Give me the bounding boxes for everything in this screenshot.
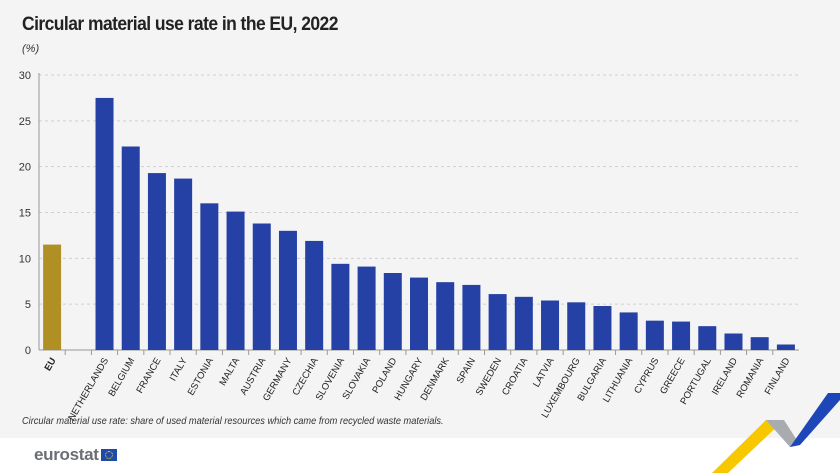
bar-denmark xyxy=(436,282,455,350)
bar-spain xyxy=(462,284,481,350)
x-tick-label: EU xyxy=(43,356,59,373)
bar-italy xyxy=(174,178,193,350)
x-tick-label: NETHERLANDS xyxy=(66,356,111,423)
bar-germany xyxy=(278,230,297,350)
eu-chevron-decoration xyxy=(712,393,840,473)
bar-poland xyxy=(383,273,402,350)
x-tick-label: POLAND xyxy=(370,356,399,395)
bar-estonia xyxy=(200,203,219,350)
eu-flag-icon xyxy=(100,449,117,461)
eurostat-logo: eurostat xyxy=(34,445,117,465)
bar-netherlands xyxy=(95,97,114,351)
bar-malta xyxy=(226,211,245,350)
bar-latvia xyxy=(541,300,560,350)
bar-czechia xyxy=(305,240,324,350)
y-tick-label: 10 xyxy=(19,253,31,265)
y-tick-label: 20 xyxy=(19,162,31,174)
x-tick-label: CYPRUS xyxy=(632,356,661,396)
bar-sweden xyxy=(488,294,507,350)
x-tick-label: SPAIN xyxy=(455,356,478,386)
y-tick-label: 15 xyxy=(19,208,31,220)
bar-ireland xyxy=(724,333,743,350)
bar-romania xyxy=(750,337,769,350)
x-tick-label: FINLAND xyxy=(763,356,793,397)
x-tick-label: GREECE xyxy=(658,356,688,396)
footnote: Circular material use rate: share of use… xyxy=(22,415,444,427)
bar-austria xyxy=(252,223,271,350)
y-tick-label: 0 xyxy=(25,345,31,357)
x-tick-label: ITALY xyxy=(168,355,190,383)
bar-lithuania xyxy=(619,312,638,350)
x-tick-label: FRANCE xyxy=(134,356,163,395)
bar-portugal xyxy=(698,326,717,350)
x-tick-label: BELGIUM xyxy=(106,356,137,399)
chart-title: Circular material use rate in the EU, 20… xyxy=(22,14,338,35)
bar-slovakia xyxy=(357,266,376,350)
y-tick-label: 25 xyxy=(19,116,31,128)
bar-cyprus xyxy=(645,320,664,350)
bar-france xyxy=(147,173,166,350)
x-tick-label: LATVIA xyxy=(531,355,557,389)
bar-slovenia xyxy=(331,263,350,350)
bar-greece xyxy=(672,321,691,350)
logo-text: eurostat xyxy=(34,445,99,464)
bar-eu xyxy=(43,244,62,350)
bar-finland xyxy=(776,344,795,350)
bar-luxembourg xyxy=(567,302,586,350)
y-tick-label: 30 xyxy=(19,70,31,82)
x-tick-label: ESTONIA xyxy=(186,355,217,397)
bar-belgium xyxy=(121,146,140,350)
y-tick-label: 5 xyxy=(25,299,31,311)
chart-panel xyxy=(0,0,840,438)
x-tick-label: CROATIA xyxy=(500,355,531,397)
bar-bulgaria xyxy=(593,306,612,350)
x-tick-label: MALTA xyxy=(217,355,242,387)
bar-croatia xyxy=(514,296,533,350)
y-axis-unit: (%) xyxy=(22,43,40,55)
bar-hungary xyxy=(410,277,428,350)
